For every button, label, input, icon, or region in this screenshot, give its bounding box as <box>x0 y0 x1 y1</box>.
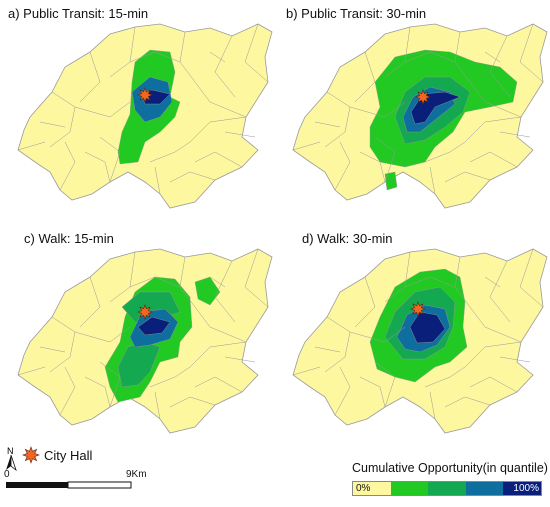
city-hall-legend: City Hall <box>22 446 92 464</box>
accessibility-zone-class-1 <box>384 171 398 191</box>
panel-title-c: c) Walk: 15-min <box>24 231 114 246</box>
scale-start-label: 0 <box>4 469 10 480</box>
scale-end-label: 9Km <box>126 469 147 480</box>
legend-class-4: 100% <box>503 482 541 495</box>
accessibility-zone-class-2 <box>117 341 161 388</box>
city-hall-marker <box>137 87 153 103</box>
legend-class-3 <box>465 482 504 495</box>
district-boundaries <box>292 248 544 420</box>
legend-class-0: 0% <box>353 482 391 495</box>
city-hall-label: City Hall <box>44 447 93 463</box>
panel-title-b: b) Public Transit: 30-min <box>286 6 427 21</box>
legend-class-1 <box>390 482 429 495</box>
legend-color-bar: 0% 100% <box>352 481 542 496</box>
panel-title-d: d) Walk: 30-min <box>302 231 393 246</box>
legend-class-2 <box>428 482 466 495</box>
legend-title: Cumulative Opportunity(in quantile) <box>352 461 548 475</box>
svg-text:N: N <box>7 446 14 456</box>
city-hall-marker <box>415 89 431 105</box>
map-panel-d <box>292 248 548 434</box>
district-boundaries <box>17 248 269 420</box>
district-boundaries <box>17 23 269 195</box>
map-panel-c <box>17 248 273 434</box>
panel-title-a: a) Public Transit: 15-min <box>8 6 149 21</box>
scale-bar <box>6 481 132 489</box>
map-panel-a <box>17 23 273 209</box>
north-arrow-icon: N <box>6 446 17 471</box>
city-hall-marker <box>137 304 153 320</box>
accessibility-zone-class-4 <box>137 316 171 336</box>
accessibility-zone-class-1 <box>194 276 221 306</box>
city-hall-star-icon <box>22 446 40 464</box>
legend-high-label: 100% <box>513 483 539 494</box>
district-boundaries <box>292 23 544 195</box>
legend-low-label: 0% <box>356 483 371 494</box>
city-hall-marker <box>410 301 426 317</box>
map-panel-b <box>292 23 548 209</box>
